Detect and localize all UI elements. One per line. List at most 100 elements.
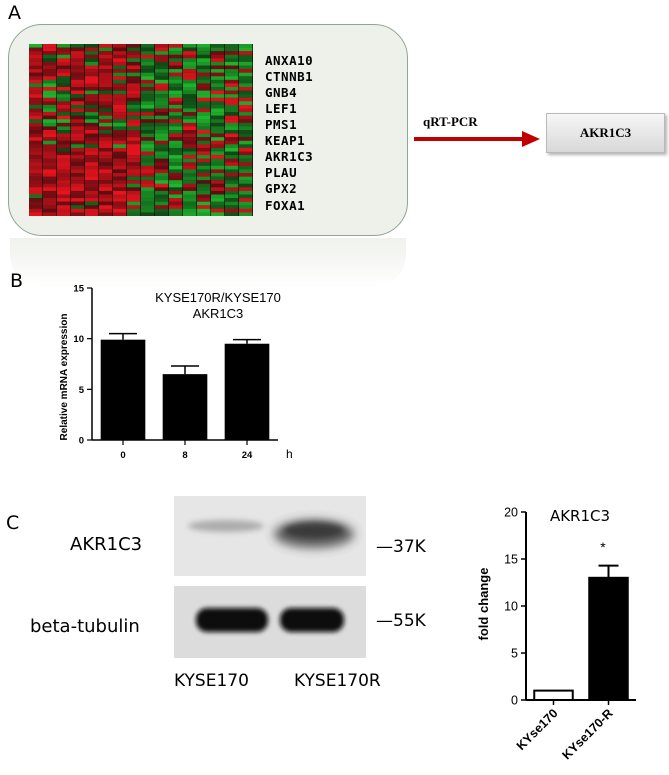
heatmap-cell — [183, 47, 197, 52]
heatmap-cell — [141, 65, 155, 70]
heatmap-cell — [169, 104, 183, 109]
heatmap-cell — [85, 137, 99, 141]
heatmap-cell — [29, 165, 43, 170]
heatmap-cell — [71, 201, 85, 206]
heatmap-cell — [183, 162, 197, 167]
heatmap-cell — [141, 176, 155, 181]
heatmap-cell — [29, 65, 43, 70]
heatmap-cell — [43, 133, 57, 138]
heatmap-cell — [183, 130, 197, 134]
heatmap-cell — [71, 47, 85, 52]
heatmap-cell — [141, 208, 155, 213]
heatmap-cell — [183, 208, 197, 213]
heatmap-cell — [127, 133, 141, 138]
heatmap-cell — [99, 76, 113, 81]
heatmap-cell — [155, 205, 169, 210]
heatmap-cell — [239, 76, 253, 81]
heatmap-cell — [29, 87, 43, 91]
heatmap-cell — [141, 61, 155, 66]
heatmap-cell — [239, 83, 253, 88]
heatmap-cell — [225, 94, 239, 98]
heatmap-cell — [113, 97, 127, 102]
gene-label: PLAU — [265, 165, 298, 180]
blot-band — [280, 608, 344, 632]
heatmap-cell — [85, 79, 99, 84]
heatmap-cell — [99, 147, 113, 152]
heatmap-cell — [43, 119, 57, 124]
bar — [533, 689, 574, 702]
heatmap-cell — [239, 72, 253, 77]
heatmap-cell — [99, 144, 113, 149]
heatmap-cell — [71, 69, 85, 73]
heatmap-cell — [71, 169, 85, 174]
heatmap-cell — [211, 101, 225, 106]
heatmap-cell — [239, 65, 253, 70]
heatmap-cell — [43, 58, 57, 63]
heatmap-cell — [211, 51, 225, 55]
heatmap-cell — [99, 104, 113, 109]
heatmap-cell — [169, 47, 183, 52]
heatmap-cell — [57, 165, 71, 170]
heatmap-cell — [197, 169, 211, 174]
heatmap-cell — [57, 208, 71, 213]
heatmap-cell — [29, 76, 43, 81]
heatmap-cell — [43, 47, 57, 52]
heatmap-cell — [43, 190, 57, 195]
heatmap-cell — [127, 104, 141, 109]
heatmap-cell — [239, 208, 253, 213]
heatmap-cell — [85, 144, 99, 149]
heatmap-cell — [85, 83, 99, 88]
heatmap-cell — [29, 183, 43, 188]
heatmap-cell — [113, 87, 127, 91]
x-tick-label: 24 — [242, 450, 253, 461]
heatmap-cell — [29, 140, 43, 145]
heatmap-cell — [239, 176, 253, 181]
heatmap-cell — [197, 47, 211, 52]
heatmap-cell — [43, 158, 57, 163]
heatmap-cell — [29, 51, 43, 55]
heatmap-cell — [155, 212, 169, 216]
heatmap-cell — [127, 69, 141, 73]
heatmap-cell — [127, 79, 141, 84]
heatmap-cell — [57, 212, 71, 216]
heatmap-cell — [169, 176, 183, 181]
heatmap-cell — [197, 158, 211, 163]
heatmap-cell — [71, 162, 85, 167]
heatmap-cell — [29, 94, 43, 98]
heatmap-cell — [183, 97, 197, 102]
gene-label: GPX2 — [265, 181, 298, 196]
heatmap-cell — [141, 190, 155, 195]
heatmap-cell — [29, 198, 43, 202]
heatmap-cell — [29, 119, 43, 124]
heatmap-cell — [127, 162, 141, 167]
heatmap-cell — [141, 140, 155, 145]
heatmap-cell — [127, 76, 141, 81]
heatmap-cell — [225, 112, 239, 116]
heatmap-cell — [155, 76, 169, 81]
heatmap-cell — [57, 87, 71, 91]
heatmap-cell — [183, 198, 197, 202]
heatmap-cell — [71, 44, 85, 48]
heatmap-cell — [141, 194, 155, 199]
heatmap-cell — [239, 90, 253, 95]
heatmap-cell — [99, 122, 113, 127]
heatmap-cell — [113, 155, 127, 159]
heatmap-cell — [211, 69, 225, 73]
heatmap-cell — [183, 212, 197, 216]
heatmap-cell — [29, 112, 43, 116]
heatmap-cell — [71, 187, 85, 192]
heatmap-cell — [155, 101, 169, 106]
heatmap-cell — [57, 58, 71, 63]
heatmap-cell — [71, 212, 85, 216]
heatmap-cell — [71, 65, 85, 70]
heatmap-cell — [113, 162, 127, 167]
heatmap-cell — [141, 87, 155, 91]
heatmap-cell — [57, 137, 71, 141]
heatmap-cell — [211, 97, 225, 102]
heatmap-cell — [225, 187, 239, 192]
x-tick-label: KYse170-R — [560, 706, 616, 762]
heatmap-cell — [43, 198, 57, 202]
heatmap-cell — [99, 162, 113, 167]
heatmap-cell — [113, 72, 127, 77]
heatmap-cell — [225, 151, 239, 156]
